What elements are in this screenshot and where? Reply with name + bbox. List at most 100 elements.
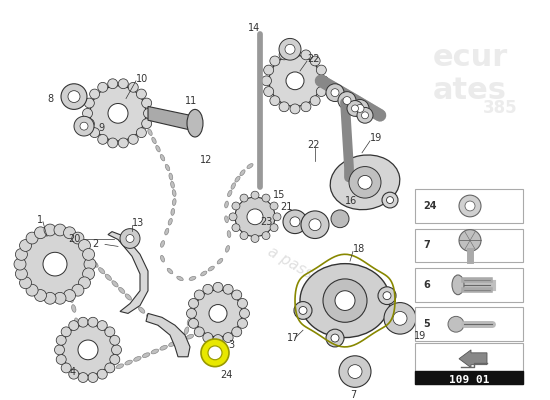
- Circle shape: [294, 302, 312, 319]
- Circle shape: [356, 104, 364, 112]
- Ellipse shape: [134, 356, 141, 361]
- Text: 4: 4: [70, 366, 76, 376]
- Circle shape: [262, 194, 270, 202]
- Circle shape: [290, 217, 300, 227]
- Circle shape: [361, 112, 369, 119]
- Circle shape: [299, 306, 307, 314]
- Circle shape: [44, 224, 56, 236]
- Circle shape: [326, 329, 344, 347]
- Circle shape: [203, 284, 213, 294]
- Circle shape: [61, 84, 87, 109]
- Circle shape: [79, 277, 90, 289]
- Ellipse shape: [187, 109, 203, 137]
- Circle shape: [82, 268, 95, 280]
- Circle shape: [82, 108, 92, 118]
- Ellipse shape: [156, 146, 160, 152]
- Circle shape: [90, 89, 100, 99]
- Circle shape: [331, 210, 349, 228]
- Ellipse shape: [139, 307, 145, 313]
- Circle shape: [348, 365, 362, 378]
- Circle shape: [98, 134, 108, 144]
- Text: 385: 385: [483, 100, 518, 118]
- Circle shape: [136, 89, 146, 99]
- Circle shape: [201, 339, 229, 367]
- Ellipse shape: [92, 261, 98, 267]
- Circle shape: [105, 327, 115, 337]
- FancyArrow shape: [459, 350, 487, 368]
- Text: a passion for parts: a passion for parts: [265, 244, 395, 328]
- Ellipse shape: [190, 309, 195, 317]
- Circle shape: [72, 232, 84, 244]
- Circle shape: [316, 87, 326, 96]
- Circle shape: [189, 318, 199, 328]
- Circle shape: [186, 308, 196, 318]
- Circle shape: [208, 346, 222, 360]
- Circle shape: [338, 92, 356, 109]
- Circle shape: [64, 227, 75, 239]
- Circle shape: [43, 252, 67, 276]
- Ellipse shape: [176, 331, 184, 336]
- Ellipse shape: [98, 268, 105, 274]
- Ellipse shape: [195, 331, 202, 335]
- Circle shape: [54, 292, 66, 304]
- Ellipse shape: [119, 287, 125, 294]
- Polygon shape: [108, 232, 148, 314]
- Text: 20: 20: [68, 234, 80, 244]
- Ellipse shape: [178, 338, 185, 343]
- Circle shape: [309, 219, 321, 231]
- Ellipse shape: [224, 201, 228, 208]
- Circle shape: [323, 279, 367, 322]
- Text: 3: 3: [228, 340, 234, 350]
- Ellipse shape: [177, 276, 183, 281]
- Text: 5: 5: [423, 319, 430, 329]
- Circle shape: [286, 72, 304, 90]
- Circle shape: [88, 373, 98, 382]
- Circle shape: [78, 340, 98, 360]
- Ellipse shape: [166, 328, 174, 332]
- Circle shape: [285, 44, 295, 54]
- Ellipse shape: [226, 246, 229, 252]
- Circle shape: [90, 128, 100, 138]
- Circle shape: [142, 119, 152, 128]
- Text: 15: 15: [273, 190, 285, 200]
- Circle shape: [351, 100, 369, 117]
- Circle shape: [189, 298, 199, 308]
- Ellipse shape: [92, 325, 99, 330]
- Bar: [415, 370, 523, 384]
- Circle shape: [310, 56, 320, 66]
- FancyBboxPatch shape: [415, 229, 523, 262]
- Circle shape: [335, 291, 355, 310]
- Circle shape: [69, 369, 79, 379]
- Circle shape: [20, 277, 31, 289]
- Text: 9: 9: [98, 123, 104, 133]
- Ellipse shape: [207, 290, 215, 295]
- Circle shape: [54, 224, 66, 236]
- Circle shape: [339, 356, 371, 387]
- Circle shape: [97, 369, 107, 379]
- Circle shape: [128, 134, 138, 144]
- Text: 24: 24: [423, 201, 437, 211]
- Polygon shape: [148, 106, 195, 131]
- Ellipse shape: [164, 228, 169, 235]
- Circle shape: [20, 240, 31, 251]
- Ellipse shape: [186, 334, 194, 339]
- Circle shape: [357, 108, 373, 123]
- Circle shape: [56, 354, 66, 364]
- Ellipse shape: [173, 199, 176, 206]
- Text: 7: 7: [423, 240, 430, 250]
- Circle shape: [142, 98, 152, 108]
- Circle shape: [238, 298, 248, 308]
- Circle shape: [459, 230, 481, 251]
- Circle shape: [279, 102, 289, 112]
- Text: 14: 14: [248, 22, 260, 32]
- Ellipse shape: [147, 314, 153, 320]
- Circle shape: [213, 335, 223, 344]
- Circle shape: [301, 102, 311, 112]
- Circle shape: [213, 282, 223, 292]
- Circle shape: [118, 79, 128, 89]
- Ellipse shape: [207, 332, 215, 336]
- Circle shape: [310, 96, 320, 106]
- Circle shape: [383, 292, 391, 300]
- Circle shape: [273, 213, 281, 221]
- Ellipse shape: [167, 268, 173, 274]
